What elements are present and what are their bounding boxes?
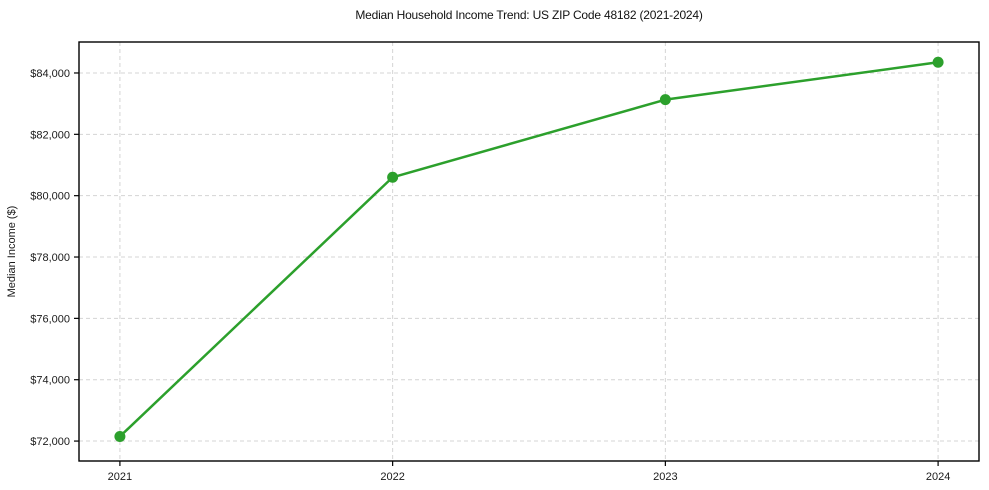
y-tick-label: $76,000 [30,313,70,325]
x-tick-label: 2023 [653,471,677,483]
plot-frame [78,41,980,462]
y-axis-label: Median Income ($) [6,206,18,298]
x-tick-label: 2024 [926,471,950,483]
y-tick-label: $82,000 [30,129,70,141]
x-tick-label: 2021 [108,471,132,483]
data-point [659,94,671,106]
data-point [932,56,944,68]
y-tick-label: $78,000 [30,252,70,264]
y-tick-label: $74,000 [30,375,70,387]
trend-line [118,60,940,438]
y-tick-label: $84,000 [30,68,70,80]
y-tick-label: $80,000 [30,191,70,203]
y-tick-label: $72,000 [30,436,70,448]
data-point [387,171,399,183]
chart-title: Median Household Income Trend: US ZIP Co… [355,8,703,22]
data-point [114,430,126,442]
x-tick-label: 2022 [380,471,404,483]
